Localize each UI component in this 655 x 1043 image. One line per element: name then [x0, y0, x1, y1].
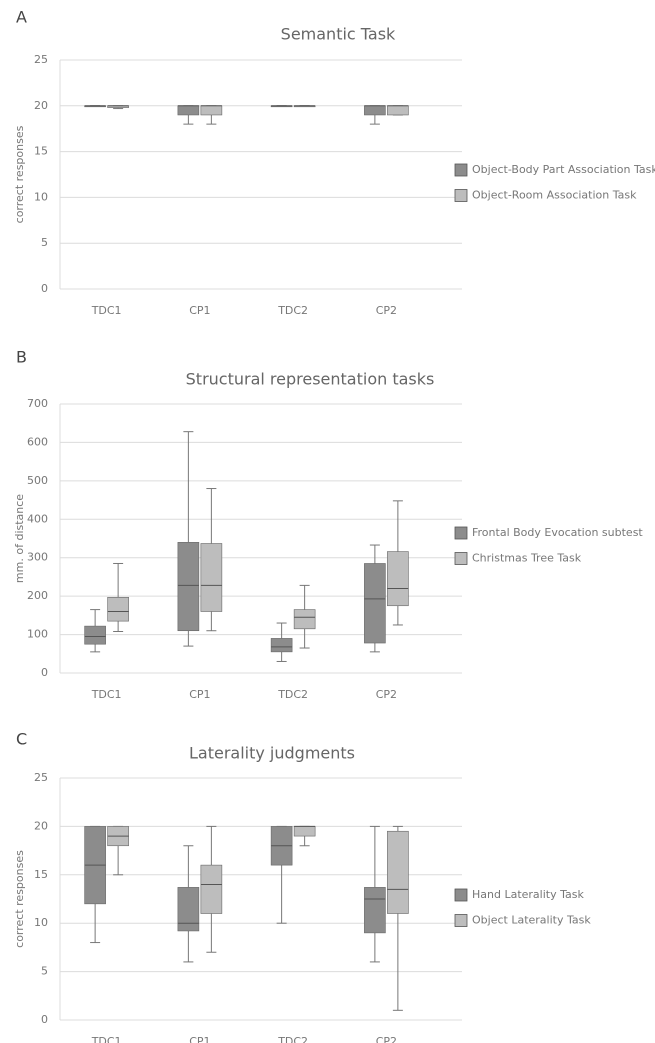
box — [387, 551, 409, 607]
y-tick-label: 15 — [34, 145, 48, 158]
x-tick-label: TDC2 — [277, 1035, 308, 1043]
x-tick-label: CP2 — [376, 304, 397, 317]
box — [364, 563, 386, 644]
y-axis-label: mm. of distance — [13, 494, 26, 583]
x-tick-label: CP1 — [189, 688, 210, 701]
y-tick-label: 0 — [41, 1013, 48, 1026]
y-tick-label: 10 — [34, 916, 48, 929]
legend-label: Christmas Tree Task — [472, 552, 582, 565]
y-tick-label: 5 — [41, 236, 48, 249]
legend-swatch — [454, 526, 468, 540]
panel-label: A — [16, 8, 27, 27]
y-tick-label: 0 — [41, 666, 48, 679]
y-tick-label: 500 — [27, 474, 48, 487]
y-tick-label: 600 — [27, 435, 48, 448]
box — [177, 542, 200, 632]
box — [177, 887, 200, 932]
y-tick-label: 10 — [34, 190, 48, 203]
box — [270, 638, 293, 653]
legend-swatch — [454, 888, 468, 902]
box — [364, 887, 386, 934]
y-tick-label: 700 — [27, 397, 48, 410]
box — [293, 609, 316, 630]
box — [200, 543, 223, 612]
chart-title: Structural representation tasks — [186, 370, 435, 389]
legend-label: Object-Body Part Association Task — [472, 163, 655, 176]
box — [177, 105, 200, 116]
x-tick-label: CP2 — [376, 1035, 397, 1043]
y-tick-label: 400 — [27, 512, 48, 525]
y-tick-label: 20 — [34, 99, 48, 112]
x-tick-label: TDC1 — [91, 304, 122, 317]
legend-label: Frontal Body Evocation subtest — [472, 526, 643, 539]
x-tick-label: CP2 — [376, 688, 397, 701]
box — [364, 105, 386, 116]
legend-swatch — [454, 189, 468, 202]
box — [387, 105, 409, 116]
chart-title: Laterality judgments — [189, 744, 355, 763]
chart-title: Semantic Task — [281, 25, 396, 44]
x-tick-label: TDC2 — [277, 688, 308, 701]
y-tick-label: 25 — [34, 53, 48, 66]
y-tick-label: 300 — [27, 551, 48, 564]
legend-swatch — [454, 552, 468, 565]
y-axis-label: correct responses — [13, 850, 26, 948]
box — [200, 105, 223, 116]
x-tick-label: CP1 — [189, 304, 210, 317]
legend-label: Object-Room Association Task — [472, 189, 637, 202]
box — [387, 830, 409, 914]
panel-label: C — [16, 730, 27, 749]
y-tick-label: 25 — [34, 771, 48, 784]
y-tick-label: 5 — [41, 965, 48, 978]
x-tick-label: TDC1 — [91, 688, 122, 701]
legend-label: Object Laterality Task — [472, 914, 591, 927]
x-tick-label: CP1 — [189, 1035, 210, 1043]
panel-label: B — [16, 348, 27, 367]
y-tick-label: 20 — [34, 819, 48, 832]
legend-swatch — [454, 163, 468, 177]
y-tick-label: 200 — [27, 589, 48, 602]
box — [107, 596, 129, 622]
box — [293, 826, 316, 837]
box — [200, 864, 223, 914]
y-tick-label: 0 — [41, 282, 48, 295]
x-tick-label: TDC2 — [277, 304, 308, 317]
x-tick-label: TDC1 — [91, 1035, 122, 1043]
y-tick-label: 100 — [27, 628, 48, 641]
legend-swatch — [454, 914, 468, 927]
box — [84, 625, 106, 645]
y-axis-label: correct responses — [13, 125, 26, 223]
legend-label: Hand Laterality Task — [472, 888, 584, 901]
y-tick-label: 15 — [34, 868, 48, 881]
